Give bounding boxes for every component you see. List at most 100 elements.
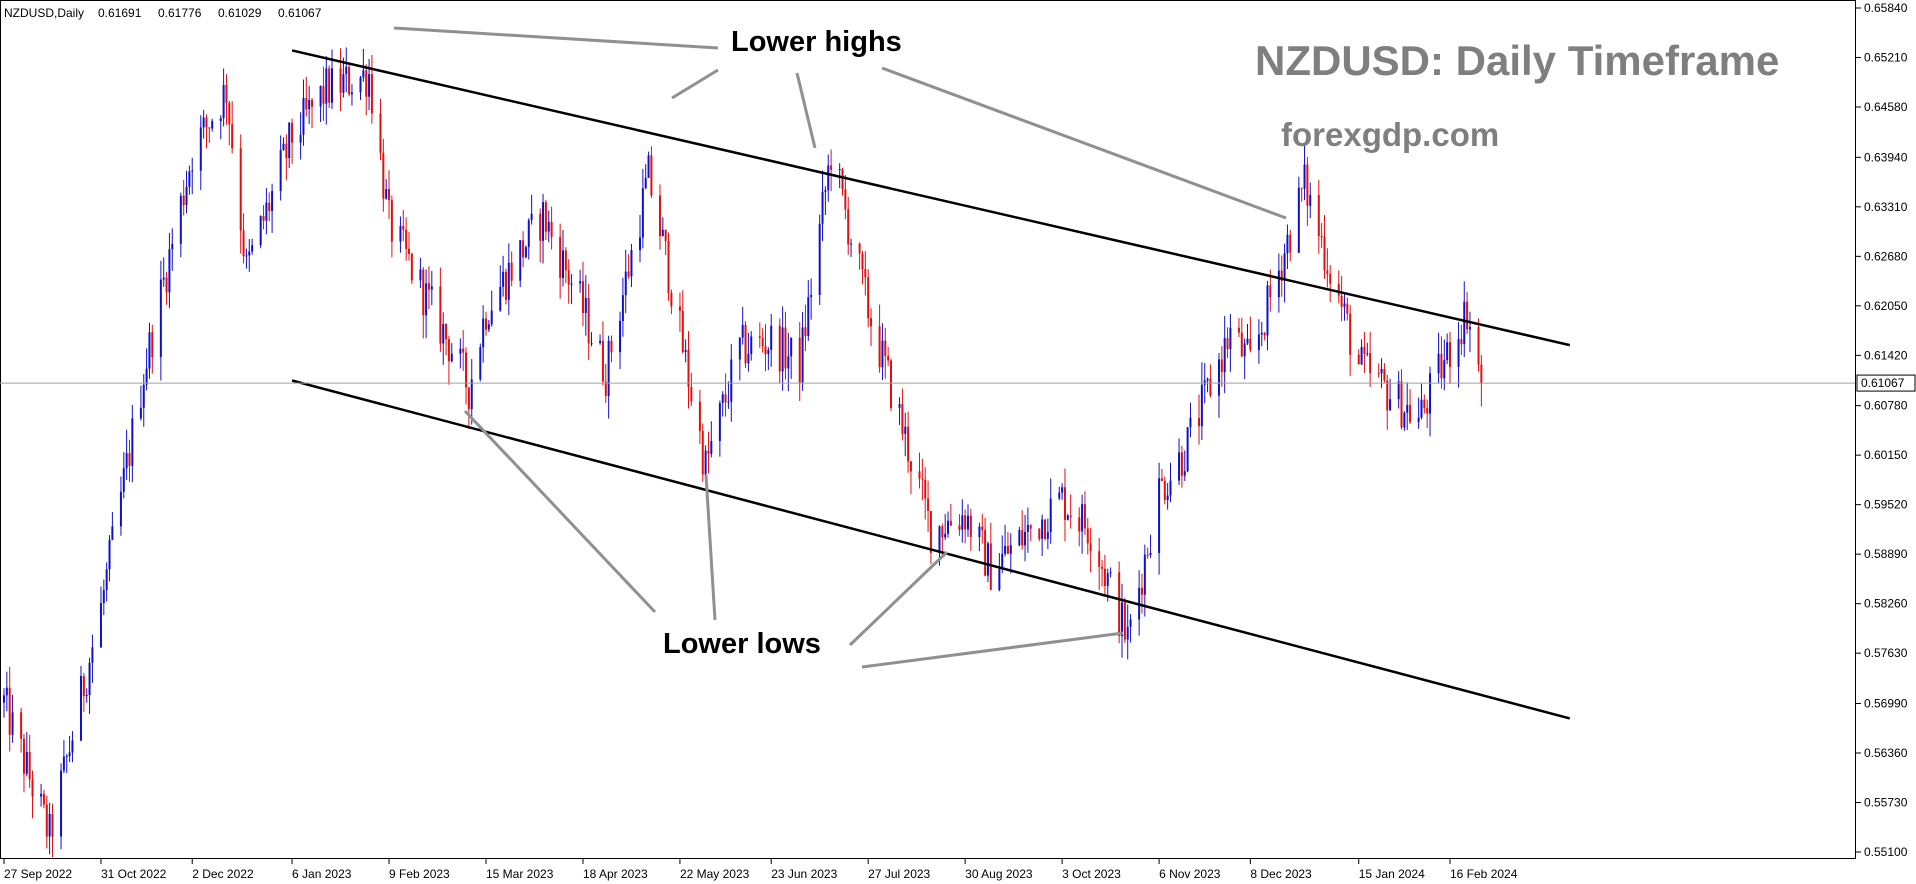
candle-body [271,191,274,211]
candle-body [547,221,550,232]
candle-body [918,471,921,479]
candle-body [462,348,465,353]
candle-body [370,74,373,114]
annotation-lower-highs: Lower highs [731,26,902,58]
candle-body [1243,343,1246,357]
candle-body [1121,602,1124,636]
candle-body [1446,342,1449,361]
candle-body [978,526,981,538]
y-tick-label: 0.64580 [1864,100,1908,114]
candle-body [949,520,952,526]
candle-body [527,220,530,248]
candle-body [1041,519,1044,539]
annotation-pointer-line [881,66,1287,220]
annotation-pointer-line [848,550,949,647]
candle-body [1468,327,1471,330]
candle-body [687,349,690,387]
candle-body [3,695,5,703]
candle-body [841,169,844,190]
candle-body [1403,412,1406,428]
candle-body [870,318,873,327]
candle-body [365,70,368,97]
candle-body [402,225,405,230]
candle-body [1423,399,1426,409]
candle-body [427,283,430,290]
candle-body [108,539,111,570]
y-tick-label: 0.55730 [1864,795,1908,809]
candle-body [1129,619,1132,627]
candle-body [1443,360,1446,379]
candle-body [690,386,693,402]
candle-body [1126,626,1129,640]
candle-body [102,590,105,604]
candle-body [85,695,88,697]
candle-body [1109,572,1112,574]
candle-body [678,306,681,311]
candle-body [539,213,542,241]
candle-body [1118,572,1121,636]
candle-body [998,569,1001,590]
candle-body [727,401,730,403]
candle-body [1143,554,1146,595]
candle-body [818,223,821,295]
candle-body [447,339,450,362]
candle-body [239,148,242,231]
candle-body [644,177,647,189]
candle-body [1266,285,1269,336]
candle-body [1343,303,1346,307]
candle-body [410,253,413,281]
candle-body [211,121,214,129]
candle-body [219,118,222,122]
candle-body [947,520,950,534]
candle-body [499,286,502,311]
candle-body [758,336,761,338]
candle-body [125,453,128,469]
candle-body [964,515,967,530]
candle-body [1480,364,1483,384]
candle-body [20,712,23,739]
candle-body [707,450,710,454]
candle-body [248,251,251,256]
candle-body [621,295,624,322]
candle-body [861,253,864,270]
candle-body [1420,399,1423,418]
candle-body [579,281,582,284]
candle-body [1169,480,1172,496]
candle-body [231,124,234,149]
chart-header-close: 0.61067 [278,6,322,20]
y-tick-label: 0.56360 [1864,746,1908,760]
candle-body [1160,478,1163,481]
candle-body [670,292,673,307]
candle-body [342,74,345,93]
candle-body [1289,234,1292,253]
x-tick-label: 18 Apr 2023 [583,867,648,881]
candle-body [282,143,285,150]
candle-body [619,321,622,353]
candle-body [42,793,45,805]
candle-body [430,286,433,290]
candle-body [288,122,291,159]
candle-body [986,543,989,576]
candle-body [482,318,485,348]
candle-body [790,337,793,357]
candle-body [1240,332,1243,357]
candle-body [262,216,265,221]
candle-body [419,269,422,281]
candle-body [958,525,961,530]
candle-body [285,143,288,159]
candle-body [630,250,633,277]
candle-body [1220,359,1223,373]
candle-body [165,277,168,293]
candle-body [1366,353,1369,355]
candle-body [898,404,901,408]
candle-body [844,189,847,210]
candle-body [567,270,570,285]
x-tick-label: 8 Dec 2023 [1250,867,1312,881]
candle-body [407,248,410,254]
candle-body [1103,568,1106,586]
candle-body [764,346,767,355]
candle-body [750,336,753,355]
candle-body [1426,408,1429,414]
candle-body [330,68,333,103]
y-tick-label: 0.62680 [1864,249,1908,263]
